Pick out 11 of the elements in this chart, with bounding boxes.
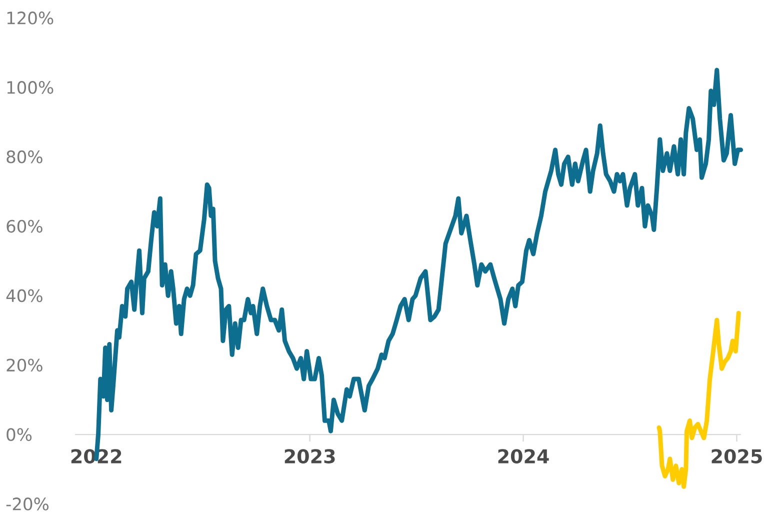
y-tick-label: 0% [6,428,32,441]
x-tick-label: 2025 [712,449,762,464]
y-tick-label: 60% [6,220,42,233]
y-tick-label: 40% [6,289,42,302]
y-tick-label: 120% [7,12,54,24]
y-tick-label: 80% [6,150,42,164]
y-tick-label: 20% [6,358,42,372]
x-tick-label: 2023 [284,449,335,464]
y-tick-label: -20% [6,498,49,510]
x-tick-label: 2024 [498,449,549,464]
y-tick-label: 100% [7,80,54,94]
